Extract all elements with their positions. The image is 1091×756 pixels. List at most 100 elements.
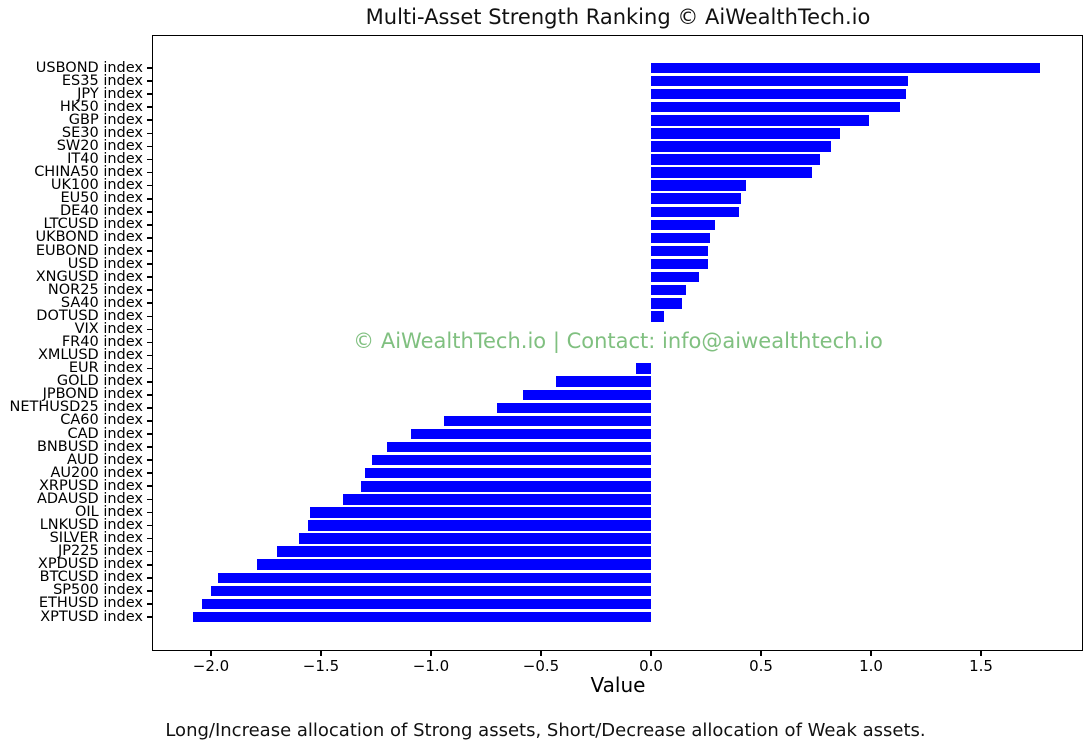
bar	[211, 585, 651, 597]
y-tick	[147, 616, 152, 618]
y-tick-label: ADAUSD index	[36, 490, 143, 507]
y-tick	[147, 145, 152, 148]
bar	[257, 559, 651, 570]
y-tick-label: ES35 index	[61, 72, 143, 89]
x-tick-label: 0.0	[639, 657, 663, 675]
y-tick	[147, 563, 152, 566]
y-tick-label: SP500 index	[53, 582, 143, 599]
y-tick	[147, 576, 152, 579]
bar	[651, 101, 900, 113]
chart-title: Multi-Asset Strength Ranking © AiWealthT…	[365, 5, 871, 29]
y-tick-label: CA60 index	[60, 412, 143, 429]
bar	[651, 258, 709, 270]
y-tick	[147, 472, 152, 474]
bar	[387, 441, 651, 453]
bar	[310, 507, 651, 518]
y-tick	[147, 106, 152, 108]
y-tick	[147, 93, 152, 95]
y-tick	[147, 184, 152, 187]
y-tick-label: USBOND index	[35, 59, 143, 76]
y-tick-label: FR40 index	[61, 334, 143, 350]
y-tick	[147, 119, 152, 122]
bar	[651, 193, 742, 204]
y-tick-label: ETHUSD index	[38, 595, 143, 612]
y-tick	[147, 407, 152, 409]
y-tick-label: VIX index	[74, 320, 143, 337]
y-tick-label: LTCUSD index	[43, 216, 143, 233]
y-tick	[147, 132, 152, 135]
y-tick	[147, 197, 152, 200]
bar	[343, 494, 651, 505]
y-tick-label: XMLUSD index	[37, 347, 143, 364]
bar	[651, 167, 812, 178]
bar	[202, 598, 651, 610]
x-tick-label: −2.0	[192, 657, 230, 675]
x-tick	[320, 651, 322, 656]
bar	[651, 284, 687, 296]
y-tick-label: XPTUSD index	[40, 608, 143, 625]
y-tick-label: EUBOND index	[35, 242, 143, 259]
y-tick-label: NETHUSD25 index	[9, 399, 143, 416]
y-tick-label: HK50 index	[59, 98, 143, 115]
bar	[651, 245, 709, 257]
y-tick	[147, 354, 152, 357]
bar	[651, 180, 746, 191]
bar	[651, 154, 821, 165]
watermark: © AiWealthTech.io | Contact: info@aiweal…	[353, 329, 883, 353]
y-tick	[147, 498, 152, 501]
caption: Long/Increase allocation of Strong asset…	[165, 720, 926, 741]
y-tick	[147, 485, 152, 488]
y-tick-label: AUD index	[67, 451, 143, 468]
y-tick	[147, 276, 152, 278]
y-tick	[147, 459, 152, 461]
bar	[635, 363, 651, 374]
y-tick	[147, 446, 152, 448]
y-tick	[147, 315, 152, 318]
bar	[651, 311, 665, 322]
y-tick-label: EUR index	[68, 360, 143, 377]
bar	[523, 389, 651, 401]
y-tick-label: SE30 index	[61, 124, 143, 141]
y-tick	[147, 224, 152, 226]
y-tick-label: CHINA50 index	[34, 164, 143, 181]
y-tick	[147, 210, 152, 213]
bar	[651, 128, 841, 139]
x-tick-label: 1.0	[859, 657, 883, 675]
y-tick	[147, 590, 152, 592]
bar	[651, 75, 909, 87]
bar	[371, 454, 651, 466]
x-tick	[980, 651, 982, 656]
bar	[651, 219, 715, 231]
bar	[360, 481, 651, 492]
bar	[651, 62, 1041, 74]
bar	[217, 572, 651, 584]
x-tick-label: 0.5	[749, 657, 773, 675]
y-tick-label: BNBUSD index	[36, 438, 143, 455]
y-tick	[147, 302, 152, 305]
bar	[651, 206, 739, 218]
y-tick-label: UKBOND index	[35, 229, 143, 246]
y-tick	[147, 250, 152, 252]
y-tick-label: CAD index	[67, 425, 144, 442]
bar	[299, 533, 651, 544]
y-tick	[147, 550, 152, 553]
x-axis-label: Value	[590, 673, 646, 697]
y-tick	[147, 420, 152, 422]
y-tick-label: JP225 index	[58, 543, 143, 560]
y-tick-label: JPBOND index	[42, 386, 143, 403]
y-tick	[147, 537, 152, 540]
x-tick-label: −1.5	[302, 657, 340, 675]
y-tick-label: SW20 index	[56, 137, 143, 154]
bar	[277, 546, 651, 557]
y-tick-label: SILVER index	[49, 530, 143, 547]
y-tick	[147, 603, 152, 605]
bar	[444, 415, 651, 427]
y-tick-label: GOLD index	[56, 373, 143, 390]
y-tick-label: UK100 index	[50, 177, 143, 194]
x-tick-label: −1.0	[412, 657, 450, 675]
x-tick	[650, 651, 652, 656]
y-tick	[147, 380, 152, 383]
y-tick	[147, 263, 152, 265]
x-tick	[870, 651, 872, 656]
